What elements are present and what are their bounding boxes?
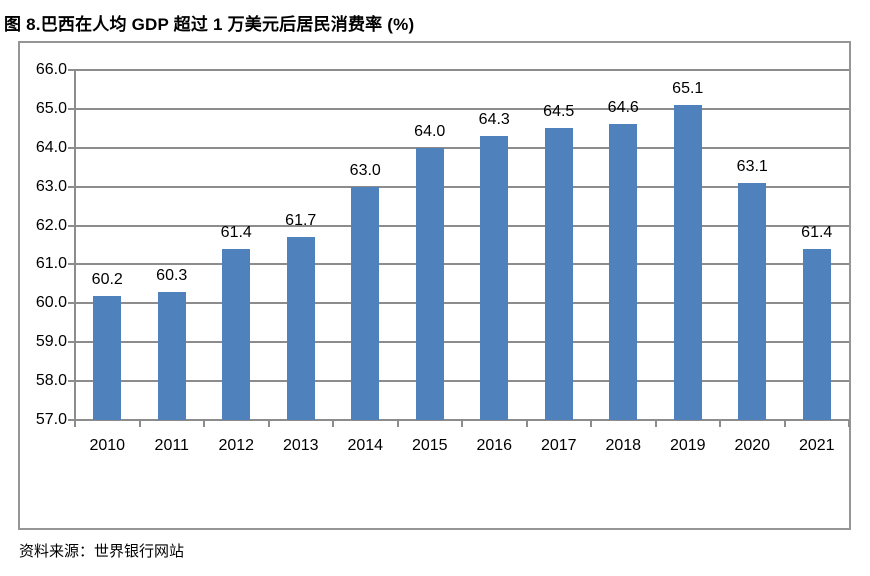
bar-value-label: 61.4 — [220, 223, 252, 241]
gridline — [75, 146, 849, 149]
x-axis-category-label: 2012 — [218, 437, 255, 454]
bar — [222, 248, 251, 420]
x-axis-tick — [783, 420, 786, 427]
y-axis-tick-label: 63.0 — [35, 177, 67, 195]
y-axis-tick-label: 64.0 — [35, 138, 67, 156]
bar — [609, 124, 638, 420]
y-axis-tick — [68, 146, 75, 149]
y-axis-tick — [68, 302, 75, 305]
x-axis-category-label: 2016 — [476, 437, 513, 454]
gridline — [75, 302, 849, 305]
x-axis-category-label: 2011 — [154, 437, 189, 454]
bar-value-label: 63.0 — [349, 161, 381, 179]
bar — [480, 136, 509, 420]
gridline — [75, 224, 849, 227]
y-axis-tick — [68, 224, 75, 227]
gridline — [75, 69, 849, 71]
x-axis-tick — [590, 420, 592, 427]
x-axis-tick — [396, 420, 399, 427]
x-axis-category-label: 2013 — [282, 437, 319, 454]
y-axis-tick-label: 57.0 — [35, 411, 67, 428]
gridline — [75, 107, 849, 110]
x-axis-tick — [525, 420, 528, 427]
gridline — [75, 263, 849, 266]
x-axis-tick — [267, 420, 270, 427]
bar — [415, 147, 444, 420]
y-axis-tick-label: 59.0 — [35, 333, 67, 351]
gridline — [75, 185, 849, 188]
bar-value-label: 64.6 — [607, 99, 639, 117]
bar — [351, 186, 380, 420]
bar-value-label: 63.1 — [736, 157, 768, 175]
bar-value-label: 64.3 — [478, 111, 510, 129]
y-axis-tick — [68, 69, 75, 71]
x-axis-category-label: 2018 — [605, 437, 642, 454]
bar-value-label: 60.2 — [91, 270, 123, 288]
bar-value-label: 64.5 — [543, 103, 575, 121]
x-axis-tick — [848, 420, 850, 427]
y-axis-tick — [68, 419, 75, 421]
y-axis-tick-label: 61.0 — [35, 255, 67, 273]
bar — [673, 105, 702, 420]
y-axis-tick — [68, 185, 75, 188]
x-axis-category-label: 2017 — [540, 437, 577, 454]
x-axis-tick — [138, 420, 141, 427]
y-axis-tick — [68, 341, 75, 344]
x-axis-category-label: 2010 — [89, 437, 126, 454]
bar — [93, 295, 122, 420]
x-axis-tick — [719, 420, 721, 427]
x-axis-category-label: 2015 — [411, 437, 448, 454]
y-axis-tick — [68, 380, 75, 383]
bar — [802, 248, 831, 420]
x-axis-tick — [461, 420, 463, 427]
x-axis-tick — [203, 420, 205, 427]
bar — [544, 128, 573, 420]
x-axis-category-label: 2021 — [798, 437, 835, 454]
y-axis-tick-label: 60.0 — [35, 294, 67, 312]
bar — [286, 237, 315, 420]
bar-value-label: 61.4 — [801, 223, 833, 241]
x-axis-category-label: 2019 — [669, 437, 706, 454]
y-axis-tick — [68, 107, 75, 110]
y-axis-line — [74, 70, 76, 427]
y-axis-tick-label: 58.0 — [35, 372, 67, 390]
gridline — [75, 380, 849, 383]
bar-value-label: 65.1 — [672, 80, 704, 97]
x-axis-tick — [74, 420, 76, 427]
bar — [738, 182, 767, 420]
y-axis-tick-label: 62.0 — [35, 216, 67, 234]
bar-value-label: 64.0 — [414, 122, 446, 140]
x-axis-tick — [654, 420, 657, 427]
y-axis-tick-label: 66.0 — [35, 61, 67, 78]
y-axis-tick — [68, 263, 75, 266]
y-axis-tick-label: 65.0 — [35, 99, 67, 117]
chart-title: 图 8.巴西在人均 GDP 超过 1 万美元后居民消费率 (%) — [4, 15, 415, 34]
bar-value-label: 61.7 — [285, 212, 317, 230]
x-axis-tick — [332, 420, 334, 427]
source-note: 资料来源：世界银行网站 — [19, 543, 185, 560]
x-axis-category-label: 2014 — [347, 437, 384, 454]
gridline — [75, 341, 849, 344]
bar — [157, 291, 186, 420]
bar-value-label: 60.3 — [156, 266, 188, 284]
x-axis-category-label: 2020 — [734, 437, 771, 454]
